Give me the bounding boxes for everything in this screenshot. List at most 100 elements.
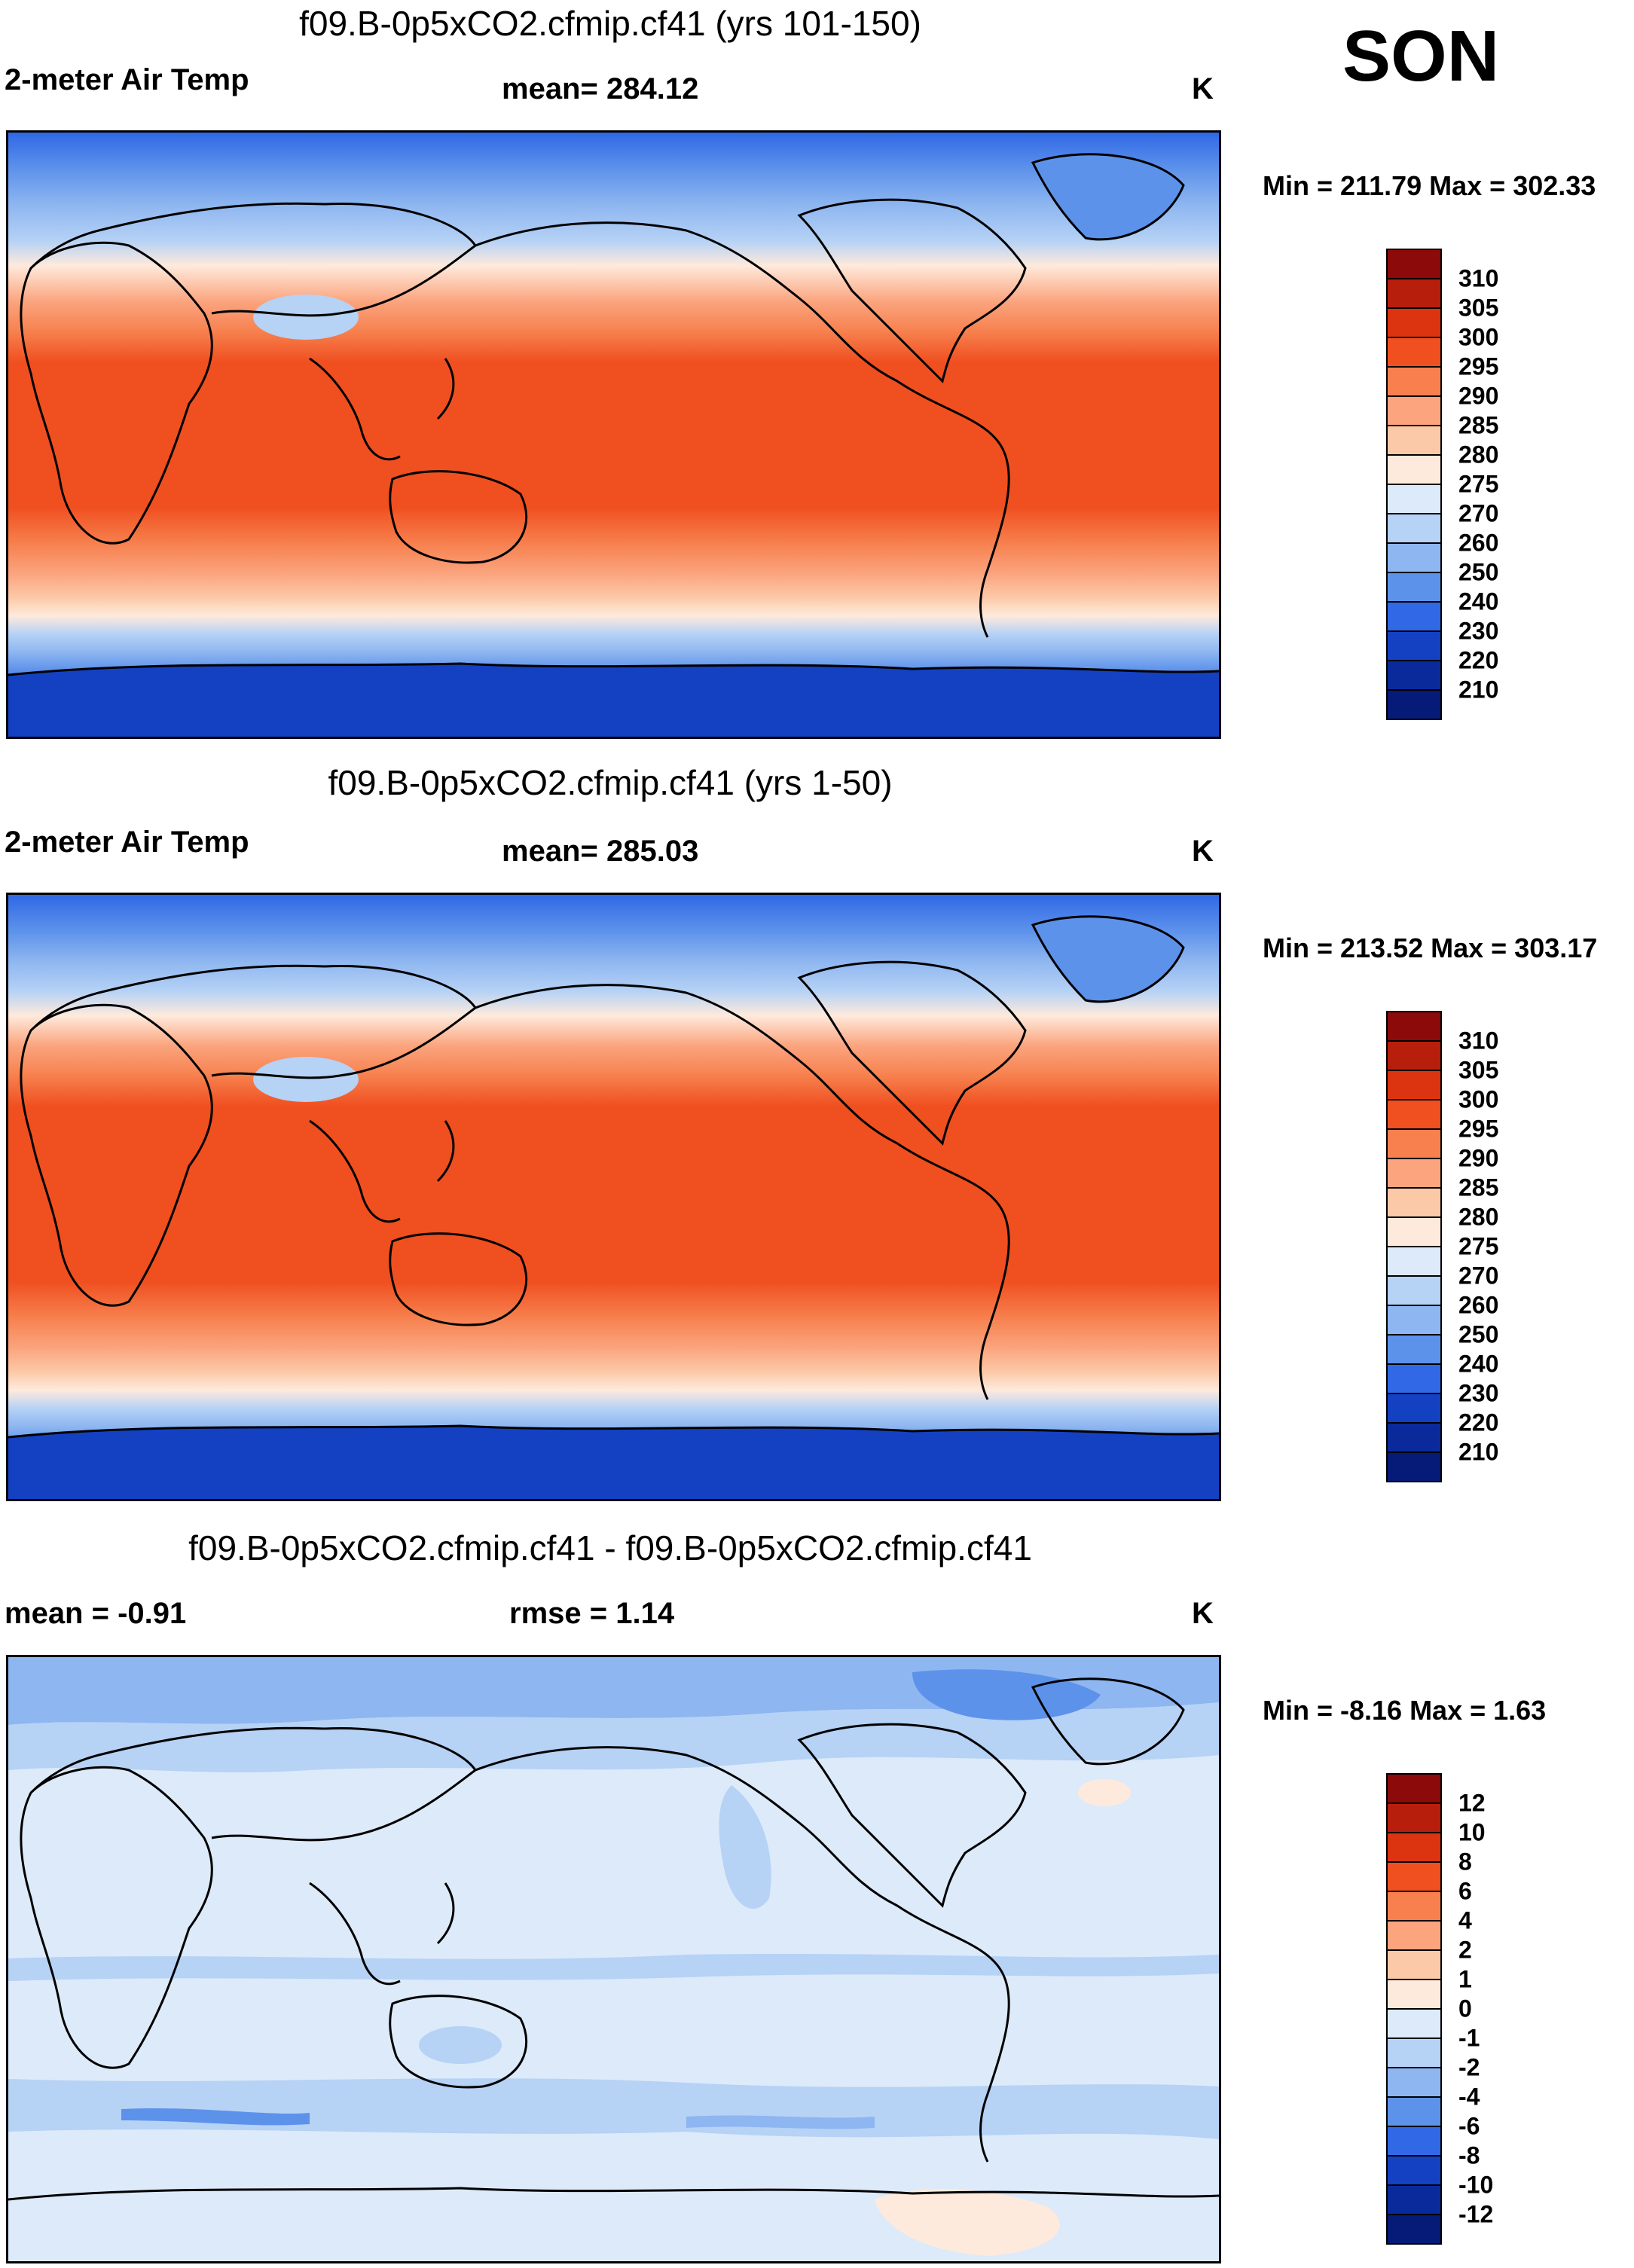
colorbar-tick-label: 295 — [1458, 353, 1499, 380]
panel-variable-label-top: 2-meter Air Temp — [5, 63, 249, 96]
panel-mean-label-top: mean= 284.12 — [502, 72, 699, 105]
colorbar-swatch — [1386, 2155, 1442, 2186]
colorbar-tick-label: -1 — [1458, 2024, 1480, 2052]
panel-title-bottom: f09.B-0p5xCO2.cfmip.cf41 - f09.B-0p5xCO2… — [188, 1528, 1032, 1567]
colorbar-swatch — [1386, 2038, 1442, 2068]
colorbar-swatch — [1386, 1979, 1442, 2010]
colorbar-swatch — [1386, 1275, 1442, 1306]
panel-rmse-label-bottom: rmse = 1.14 — [509, 1597, 675, 1630]
map-middle — [6, 893, 1221, 1501]
colorbar-tick-label: 10 — [1458, 1818, 1486, 1846]
colorbar-tick-label: 12 — [1458, 1789, 1486, 1817]
colorbar-swatch — [1386, 1216, 1442, 1247]
colorbar-swatch — [1386, 1099, 1442, 1130]
colorbar-tick-label: 310 — [1458, 1027, 1499, 1055]
map-top — [6, 130, 1221, 739]
colorbar-swatch — [1386, 2008, 1442, 2039]
panel-variable-label-middle: 2-meter Air Temp — [5, 826, 249, 859]
colorbar-swatch — [1386, 1011, 1442, 1042]
colorbar-tick-label: 275 — [1458, 1232, 1499, 1260]
colorbar-swatch — [1386, 484, 1442, 514]
colorbar-tick-label: 290 — [1458, 1144, 1499, 1172]
colorbar-swatch — [1386, 2184, 1442, 2215]
colorbar-swatch — [1386, 1187, 1442, 1218]
panel-mean-label-bottom: mean = -0.91 — [5, 1597, 187, 1630]
panel-units-top: K — [1192, 72, 1214, 105]
colorbar-tick-label: -10 — [1458, 2171, 1494, 2199]
colorbar-swatch — [1386, 1832, 1442, 1863]
colorbar-tick-label: 260 — [1458, 1291, 1499, 1319]
panel-units-middle: K — [1192, 835, 1214, 868]
colorbar-tick-label: 300 — [1458, 323, 1499, 351]
colorbar-swatch — [1386, 1920, 1442, 1951]
colorbar-tick-label: -6 — [1458, 2112, 1480, 2140]
colorbar-swatch — [1386, 689, 1442, 720]
colorbar-tick-label: 260 — [1458, 529, 1499, 557]
colorbar-tick-label: 300 — [1458, 1085, 1499, 1113]
colorbar-swatch — [1386, 1861, 1442, 1892]
colorbar-swatch — [1386, 660, 1442, 691]
colorbar-tick-label: 1 — [1458, 1965, 1472, 1993]
colorbar-swatch — [1386, 425, 1442, 456]
colorbar-swatch — [1386, 1891, 1442, 1922]
panel-title-top: f09.B-0p5xCO2.cfmip.cf41 (yrs 101-150) — [299, 4, 921, 43]
colorbar-swatch — [1386, 1246, 1442, 1277]
colorbar-swatch — [1386, 630, 1442, 661]
minmax-top: Min = 211.79 Max = 302.33 — [1263, 170, 1596, 201]
colorbar-tick-label: 295 — [1458, 1115, 1499, 1143]
colorbar-swatch — [1386, 249, 1442, 279]
colorbar-swatch — [1386, 1128, 1442, 1159]
colorbar-tick-label: 285 — [1458, 1174, 1499, 1201]
season-label: SON — [1342, 16, 1500, 96]
colorbar-tick-label: 230 — [1458, 617, 1499, 645]
colorbar-swatch — [1386, 1334, 1442, 1365]
coastlines-middle — [8, 915, 1219, 1439]
colorbar-swatch — [1386, 1949, 1442, 1980]
minmax-bottom: Min = -8.16 Max = 1.63 — [1263, 1695, 1547, 1726]
temperature-diff-field-bottom — [8, 1657, 1219, 2261]
colorbar-swatch — [1386, 1393, 1442, 1424]
colorbar-tick-label: 210 — [1458, 1438, 1499, 1466]
colorbar-swatch — [1386, 1158, 1442, 1189]
colorbar-tick-label: 310 — [1458, 264, 1499, 292]
panel-units-bottom: K — [1192, 1597, 1214, 1630]
minmax-middle: Min = 213.52 Max = 303.17 — [1263, 933, 1598, 963]
colorbar-tick-label: 270 — [1458, 1262, 1499, 1290]
colorbar-swatch — [1386, 1773, 1442, 1804]
colorbar-swatch — [1386, 454, 1442, 485]
colorbar-tick-label: 275 — [1458, 470, 1499, 498]
colorbar-tick-label: -2 — [1458, 2053, 1480, 2081]
colorbar-tick-label: 290 — [1458, 382, 1499, 410]
colorbar-swatch — [1386, 366, 1442, 397]
colorbar-swatch — [1386, 2096, 1442, 2127]
colorbar-swatch — [1386, 1802, 1442, 1833]
colorbar-tick-label: 270 — [1458, 499, 1499, 527]
colorbar-tick-label: 8 — [1458, 1848, 1472, 1876]
colorbar-tick-label: 220 — [1458, 1409, 1499, 1436]
colorbar-tick-label: 305 — [1458, 1056, 1499, 1084]
colorbar-swatch — [1386, 1070, 1442, 1100]
colorbar-tick-label: 220 — [1458, 646, 1499, 674]
colorbar-tick-label: -12 — [1458, 2200, 1494, 2228]
colorbar-tick-label: 305 — [1458, 294, 1499, 322]
colorbar-swatch — [1386, 1040, 1442, 1071]
colorbar-swatch — [1386, 337, 1442, 368]
colorbar-tick-label: 4 — [1458, 1906, 1472, 1934]
temperature-field-top — [8, 133, 1219, 737]
colorbar-swatch — [1386, 572, 1442, 603]
colorbar-tick-label: -4 — [1458, 2083, 1480, 2111]
colorbar-swatch — [1386, 278, 1442, 309]
colorbar-tick-label: 285 — [1458, 411, 1499, 439]
map-bottom — [6, 1655, 1221, 2263]
colorbar-swatch — [1386, 1422, 1442, 1453]
colorbar-tick-label: 6 — [1458, 1877, 1472, 1905]
colorbar-swatch — [1386, 1305, 1442, 1335]
colorbar-tick-label: -8 — [1458, 2141, 1480, 2169]
colorbar-tick-label: 0 — [1458, 1995, 1472, 2022]
coastlines-bottom — [8, 1677, 1219, 2201]
colorbar-swatch — [1386, 1363, 1442, 1394]
colorbar-swatch — [1386, 2067, 1442, 2098]
colorbar-swatch — [1386, 542, 1442, 573]
colorbar-swatch — [1386, 2214, 1442, 2245]
colorbar-tick-label: 280 — [1458, 1203, 1499, 1231]
